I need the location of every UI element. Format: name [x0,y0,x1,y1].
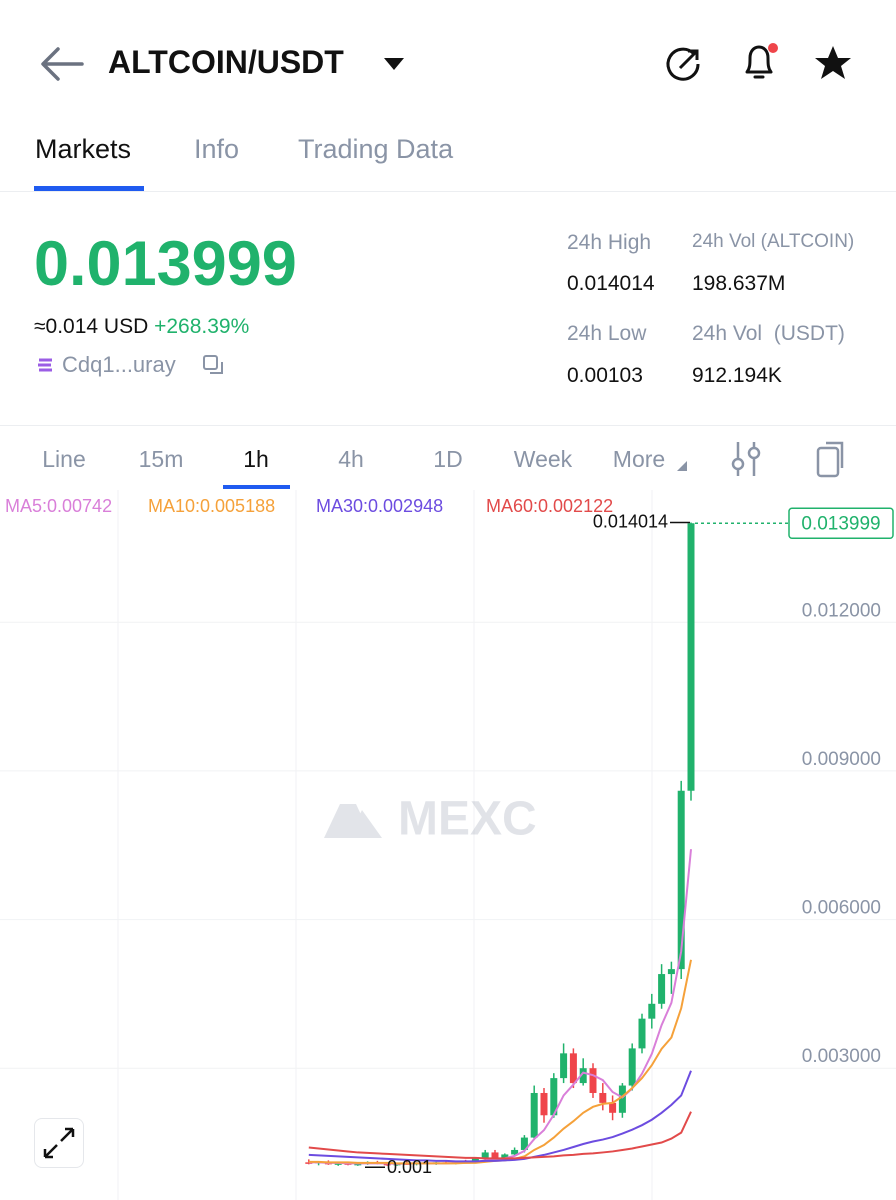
watermark: MEXC [324,793,537,846]
candle-body [560,1053,568,1079]
stat-value: 0.014014 [567,272,655,295]
stat-label: 24h High [567,231,652,254]
candle-body [511,1149,519,1155]
contract-address[interactable]: Cdq1...uray [62,352,176,377]
stat-label: 24h Vol (ALTCOIN) [692,231,855,252]
candle-body [599,1092,607,1103]
last-price-box [788,507,894,539]
interval-tab[interactable]: Week [513,446,573,472]
interval-tab[interactable]: 15m [138,446,184,472]
ma-legend: MA5:0.00742 [5,496,112,516]
ma-legend: MA10:0.005188 [148,496,275,516]
price-chart: MEXC 0.012000 0.009000 0.006000 0.003000 MA5… [0,490,896,1200]
candle-body [638,1018,646,1049]
candle-body [579,1068,587,1084]
y-tick-label: 0.003000 [802,1046,881,1067]
stat-label: 24h Vol (USDT) [692,322,845,345]
layout-icon[interactable] [814,440,850,478]
expand-button[interactable] [34,1118,84,1168]
favorite-icon[interactable] [813,44,853,82]
y-tick-label: 0.006000 [802,898,881,919]
low-marker-label: 0.001 [387,1157,432,1177]
candle-body [334,1163,342,1165]
candle-body [658,974,666,1004]
ma-line [308,1111,692,1160]
candle-body [501,1154,509,1160]
divider [0,191,896,192]
candle-body [530,1092,538,1138]
ma-legend: MA30:0.002948 [316,496,443,516]
candle-body [354,1163,362,1166]
interval-tab[interactable]: Line [42,446,86,472]
pair-title[interactable]: ALTCOIN/USDT [108,44,344,80]
candle-body [550,1078,558,1116]
divider [0,425,896,426]
stat-value: 0.00103 [567,364,643,387]
candle-body [628,1048,636,1086]
interval-tab[interactable]: 1h [243,446,269,472]
candle-body [383,1163,391,1166]
tab-trading-data[interactable]: Trading Data [298,134,454,164]
last-price: 0.013999 [34,229,297,299]
pair-dropdown[interactable] [383,56,405,72]
high-marker-label: 0.014014 [593,511,668,531]
candle-body [677,790,685,970]
candle-body [491,1152,499,1160]
stat-value: 198.637M [692,272,786,295]
candle-body [609,1102,617,1113]
ma-line [308,849,692,1165]
candle-body [648,1003,656,1019]
price-change: +268.39% [154,315,250,338]
expand-icon [43,1127,75,1159]
chain-icon [38,358,52,372]
notification-icon[interactable] [738,40,782,84]
share-icon[interactable] [664,44,704,84]
indicator-settings[interactable] [730,440,762,478]
usd-value: ≈0.014 [34,315,99,338]
usd-price: ≈0.014 USD +268.39% [34,315,249,339]
candle-body [520,1137,528,1150]
candle-body [667,969,675,975]
y-tick-label: 0.012000 [802,600,881,621]
tab-info[interactable]: Info [194,134,240,164]
interval-tab[interactable]: 1D [433,446,463,472]
watermark-text: MEXC [398,793,537,846]
ma-legend: MA60:0.002122 [486,496,613,516]
tab-underline [34,186,144,191]
interval-underline [223,485,290,489]
back-button[interactable] [38,44,86,84]
candle-body [540,1092,548,1116]
stat-label: 24h Low [567,322,647,345]
tab-markets[interactable]: Markets [35,134,132,164]
candle-body [569,1053,577,1084]
usd-unit: USD [103,315,149,338]
interval-tab[interactable]: More [612,446,666,472]
interval-tab[interactable]: 4h [338,446,364,472]
candle-body [618,1085,626,1113]
candle-body [687,523,695,791]
y-tick-label: 0.009000 [802,749,881,770]
last-price-label: 0.013999 [801,513,880,534]
stat-value: 912.194K [692,364,782,387]
more-caret [677,461,687,471]
ma-line [308,1070,692,1163]
candle-body [589,1068,597,1093]
copy-icon[interactable] [202,354,226,378]
candle-body [481,1152,489,1159]
